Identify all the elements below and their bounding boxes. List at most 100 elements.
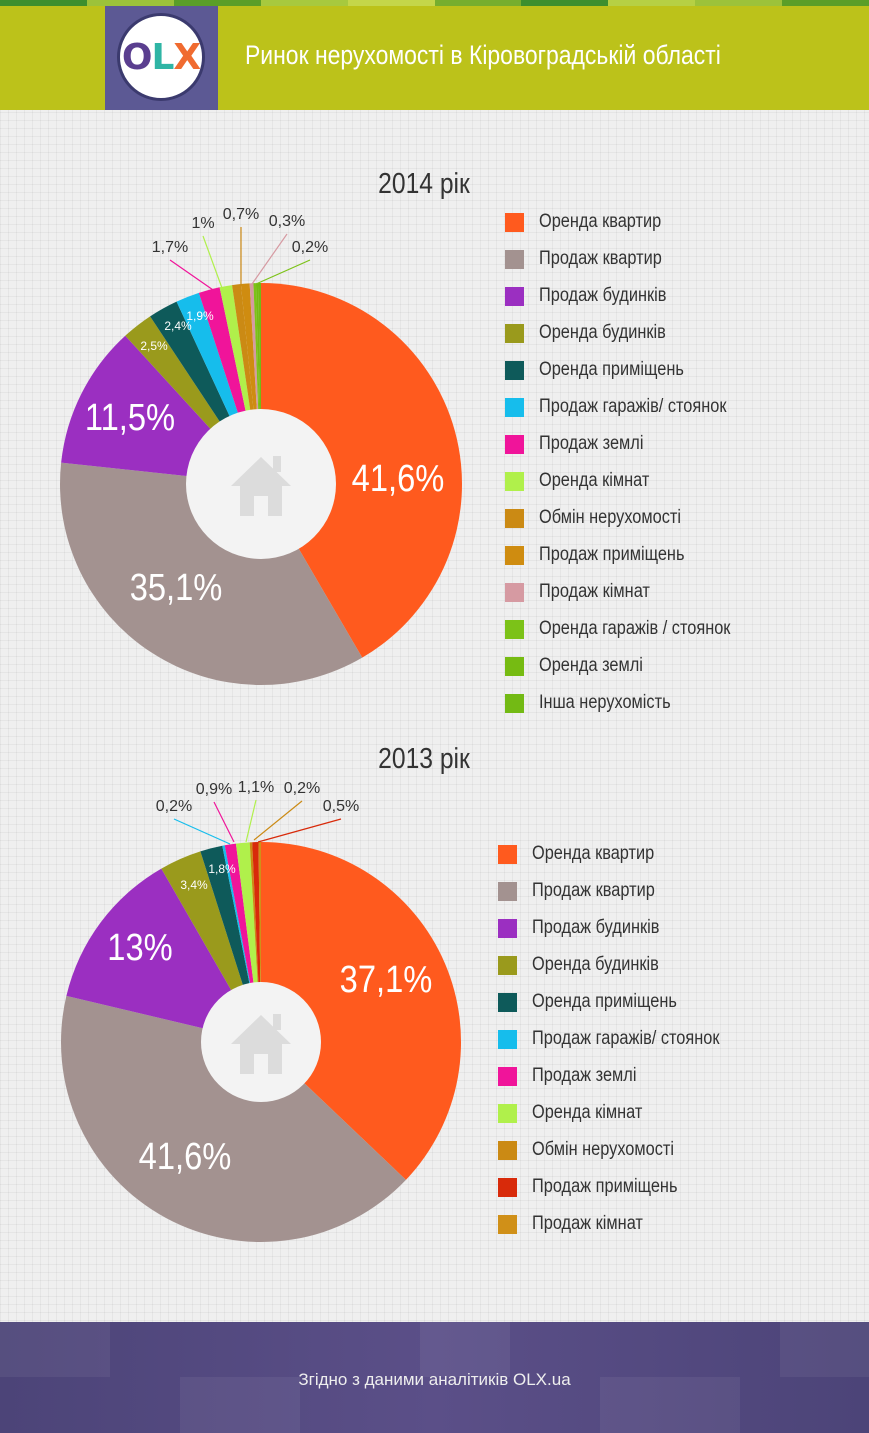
legend-swatch xyxy=(505,212,524,232)
legend-item: Оренда приміщень xyxy=(498,991,700,1013)
legend-label: Продаж будинків xyxy=(532,917,660,938)
legend-label: Продаж кімнат xyxy=(539,581,650,602)
logo-letter-o: O xyxy=(121,36,153,78)
legend-item: Продаж квартир xyxy=(498,880,675,902)
legend-swatch xyxy=(498,992,517,1012)
legend-label: Продаж приміщень xyxy=(539,544,685,565)
legend-swatch xyxy=(505,582,524,602)
legend-item: Оренда квартир xyxy=(498,843,674,865)
legend-label: Продаж землі xyxy=(532,1065,637,1086)
legend-item: Продаж приміщень xyxy=(505,544,708,566)
house-icon xyxy=(231,456,291,516)
slice-label: 13% xyxy=(107,926,172,969)
donut-slice xyxy=(261,842,461,1180)
slice-label: 0,2% xyxy=(156,798,192,815)
legend-label: Продаж кімнат xyxy=(532,1213,643,1234)
legend-item: Продаж землі xyxy=(498,1065,653,1087)
legend-label: Оренда будинків xyxy=(532,954,659,975)
legend-item: Оренда будинків xyxy=(498,954,680,976)
slice-label: 0,7% xyxy=(223,206,259,223)
top-color-strip xyxy=(0,0,869,6)
legend-label: Оренда кімнат xyxy=(539,470,650,491)
leader-line xyxy=(202,235,223,289)
slice-label: 2,5% xyxy=(140,339,168,353)
leader-line xyxy=(173,818,231,845)
legend-swatch xyxy=(505,619,524,639)
legend-label: Оренда гаражів / стоянок xyxy=(539,618,731,639)
slice-label: 1% xyxy=(191,215,214,232)
legend-item: Оренда приміщень xyxy=(505,359,707,381)
legend-item: Обмін нерухомості xyxy=(505,507,704,529)
legend-swatch xyxy=(505,471,524,491)
leader-line xyxy=(253,800,303,841)
slice-label: 35,1% xyxy=(130,566,223,609)
legend-item: Інша нерухомість xyxy=(505,692,692,714)
legend-label: Оренда приміщень xyxy=(532,991,677,1012)
legend-label: Обмін нерухомості xyxy=(539,507,682,528)
legend-label: Обмін нерухомості xyxy=(532,1139,675,1160)
slice-label: 1,1% xyxy=(238,779,274,796)
legend-item: Продаж гаражів/ стоянок xyxy=(505,396,757,418)
legend-swatch xyxy=(505,434,524,454)
slice-label: 11,5% xyxy=(85,396,175,439)
slice-label: 1,9% xyxy=(186,309,214,323)
slice-label: 3,4% xyxy=(180,878,208,892)
slice-label: 41,6% xyxy=(352,457,445,500)
legend-label: Оренда приміщень xyxy=(539,359,684,380)
legend-item: Оренда кімнат xyxy=(505,470,667,492)
legend-swatch xyxy=(498,1066,517,1086)
slice-label: 2,4% xyxy=(164,319,192,333)
leader-line xyxy=(257,818,342,843)
legend-item: Продаж будинків xyxy=(505,285,687,307)
footer-bar: Згідно з даними аналітиків OLX.ua xyxy=(0,1322,869,1433)
slice-label: 0,2% xyxy=(292,239,328,256)
leader-line xyxy=(169,259,217,293)
legend-item: Обмін нерухомості xyxy=(498,1139,697,1161)
page-title: Ринок нерухомості в Кіровоградській обла… xyxy=(245,40,721,70)
donut-slice xyxy=(261,283,463,658)
leader-line xyxy=(255,259,311,285)
logo-letter-l: L xyxy=(151,36,174,78)
legend-item: Продаж кімнат xyxy=(498,1213,661,1235)
legend-label: Оренда квартир xyxy=(532,843,655,864)
legend-item: Оренда будинків xyxy=(505,322,687,344)
legend-item: Оренда кімнат xyxy=(498,1102,660,1124)
legend-swatch xyxy=(498,844,517,864)
slice-label: 1,7% xyxy=(152,239,188,256)
legend-swatch xyxy=(498,918,517,938)
legend-item: Продаж кімнат xyxy=(505,581,668,603)
house-icon xyxy=(231,1014,291,1074)
chart-title-2014: 2014 рік xyxy=(378,168,470,200)
slice-label: 0,2% xyxy=(284,780,320,797)
legend-swatch xyxy=(498,1103,517,1123)
legend-label: Продаж квартир xyxy=(532,880,655,901)
legend-item: Продаж гаражів/ стоянок xyxy=(498,1028,750,1050)
legend-swatch xyxy=(498,1140,517,1160)
slice-label: 0,3% xyxy=(269,213,305,230)
slice-label: 41,6% xyxy=(139,1135,232,1178)
legend-item: Оренда гаражів / стоянок xyxy=(505,618,762,640)
legend-swatch xyxy=(505,693,524,713)
legend-label: Продаж гаражів/ стоянок xyxy=(532,1028,720,1049)
legend-item: Продаж квартир xyxy=(505,248,682,270)
legend-label: Продаж гаражів/ стоянок xyxy=(539,396,727,417)
legend-swatch xyxy=(505,286,524,306)
chart-title-2013: 2013 рік xyxy=(378,743,470,775)
leader-line xyxy=(251,233,288,285)
legend-item: Продаж землі xyxy=(505,433,660,455)
legend-item: Оренда квартир xyxy=(505,211,681,233)
logo-letter-x: X xyxy=(173,36,201,78)
legend-label: Оренда землі xyxy=(539,655,643,676)
slice-label: 37,1% xyxy=(340,958,433,1001)
leader-line xyxy=(245,799,257,843)
legend-label: Інша нерухомість xyxy=(539,692,671,713)
legend-item: Продаж будинків xyxy=(498,917,680,939)
legend-label: Оренда кімнат xyxy=(532,1102,643,1123)
legend-swatch xyxy=(505,249,524,269)
legend-swatch xyxy=(498,1029,517,1049)
donut-slice xyxy=(59,462,363,685)
